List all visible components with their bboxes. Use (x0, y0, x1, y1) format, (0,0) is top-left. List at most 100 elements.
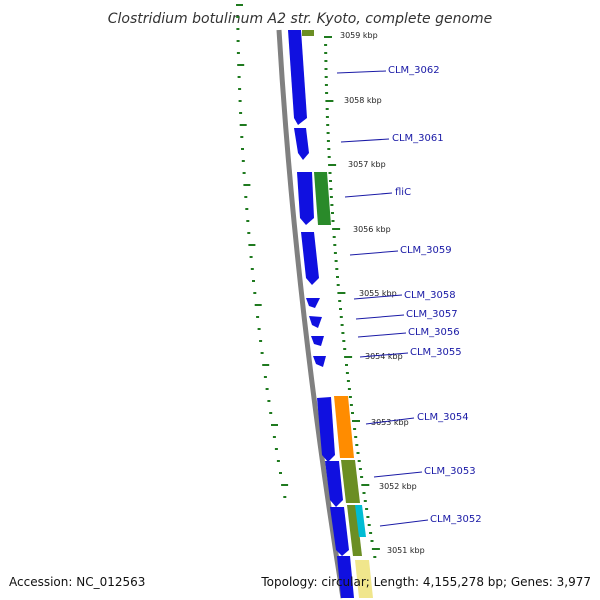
tick-mark (329, 196, 333, 198)
tick-mark (357, 460, 361, 462)
tick-mark (361, 484, 370, 486)
tick-mark (346, 380, 350, 382)
tick-mark (324, 36, 332, 38)
tick-mark (326, 132, 330, 134)
cds-block (297, 172, 314, 225)
gene-label[interactable]: CLM_3052 (430, 514, 482, 525)
tick-mark (330, 204, 334, 206)
ring-dot (239, 112, 243, 114)
ring-dot (238, 88, 242, 90)
tick-mark (345, 372, 349, 374)
tick-mark (329, 180, 332, 182)
tick-mark (334, 260, 338, 262)
gene-label[interactable]: CLM_3054 (417, 412, 469, 423)
gene-label[interactable]: CLM_3055 (410, 347, 462, 358)
cds-block (294, 128, 309, 160)
tick-mark (363, 500, 367, 502)
cds-block (325, 461, 343, 507)
ring-dot (250, 268, 254, 270)
ring-dot (244, 196, 248, 198)
gene-label[interactable]: CLM_3058 (404, 290, 456, 301)
tick-mark (348, 396, 352, 398)
ring-dot (241, 160, 245, 162)
tick-mark (353, 428, 357, 430)
ring-dot (249, 256, 253, 258)
gene-labels: CLM_3062 CLM_3061 fliC CLM_3059 CLM_3058… (388, 65, 482, 525)
tick-label: 3057 kbp (348, 160, 386, 169)
tick-labels: 3059 kbp 3058 kbp 3057 kbp 3056 kbp 3055… (340, 31, 425, 555)
tick-label: 3053 kbp (371, 418, 409, 427)
cds-track (288, 30, 354, 598)
ring-dot (253, 292, 257, 294)
tick-mark (345, 364, 348, 366)
cds-block (337, 556, 354, 598)
ring-dot (237, 64, 245, 66)
gene-label[interactable]: CLM_3059 (400, 245, 452, 256)
tick-mark (366, 516, 370, 518)
tick-mark (354, 436, 358, 438)
tick-mark (362, 492, 366, 494)
cds-block (301, 232, 319, 285)
tick-mark (349, 404, 353, 406)
ring-dot (272, 436, 276, 438)
ring-dot (256, 316, 260, 318)
tick-label: 3052 kbp (379, 482, 417, 491)
tick-mark (332, 228, 341, 230)
tick-mark (333, 244, 337, 246)
tick-label: 3054 kbp (365, 352, 403, 361)
tick-mark (336, 276, 339, 278)
cds-block (309, 316, 322, 328)
tick-mark (351, 412, 354, 414)
gene-label[interactable]: CLM_3062 (388, 65, 440, 76)
ring-dot (236, 40, 240, 42)
gene-label[interactable]: CLM_3053 (424, 466, 476, 477)
tick-mark (360, 476, 364, 478)
ring-dot (241, 148, 244, 150)
ring-dot (246, 220, 250, 222)
ring-dot (254, 304, 262, 306)
gene-label[interactable]: CLM_3057 (406, 309, 458, 320)
tick-mark (324, 84, 328, 86)
tick-mark (365, 508, 369, 510)
orange-feature (334, 396, 354, 458)
cds-block (311, 336, 324, 346)
tick-mark (331, 212, 334, 214)
ring-dot (267, 400, 271, 402)
tick-mark (369, 532, 373, 534)
tick-mark (370, 540, 374, 542)
ring-dot (236, 16, 240, 18)
ring-dot (281, 484, 289, 486)
tick-label: 3058 kbp (344, 96, 382, 105)
tick-label: 3056 kbp (353, 225, 391, 234)
summary-label: Topology: circular; Length: 4,155,278 bp… (260, 575, 591, 589)
tick-mark (343, 348, 347, 350)
tick-mark (327, 148, 331, 150)
feature-block (302, 30, 314, 36)
ring-dot (252, 280, 255, 282)
cds-block (288, 30, 307, 125)
ring-dot (239, 124, 247, 126)
ring-dot (257, 328, 261, 330)
cyan-feature (355, 505, 366, 537)
tick-mark (337, 292, 346, 294)
ring-dot (240, 136, 244, 138)
ring-dot (247, 232, 251, 234)
tick-mark (339, 308, 342, 310)
tick-mark (325, 108, 329, 110)
tick-mark (326, 124, 330, 126)
tick-mark (340, 324, 344, 326)
gene-label[interactable]: fliC (395, 187, 411, 198)
gene-label[interactable]: CLM_3056 (408, 327, 460, 338)
ring-dot (259, 340, 263, 342)
tick-mark (344, 356, 353, 358)
feature-track (314, 172, 373, 598)
gc-content-ring (236, 4, 289, 498)
gene-label[interactable]: CLM_3061 (392, 133, 444, 144)
gene-leaders (336, 70, 429, 527)
tick-mark (329, 188, 333, 190)
ring-dot (265, 388, 269, 390)
tick-mark (332, 236, 336, 238)
ring-dot (236, 28, 240, 30)
tick-mark (355, 444, 359, 446)
